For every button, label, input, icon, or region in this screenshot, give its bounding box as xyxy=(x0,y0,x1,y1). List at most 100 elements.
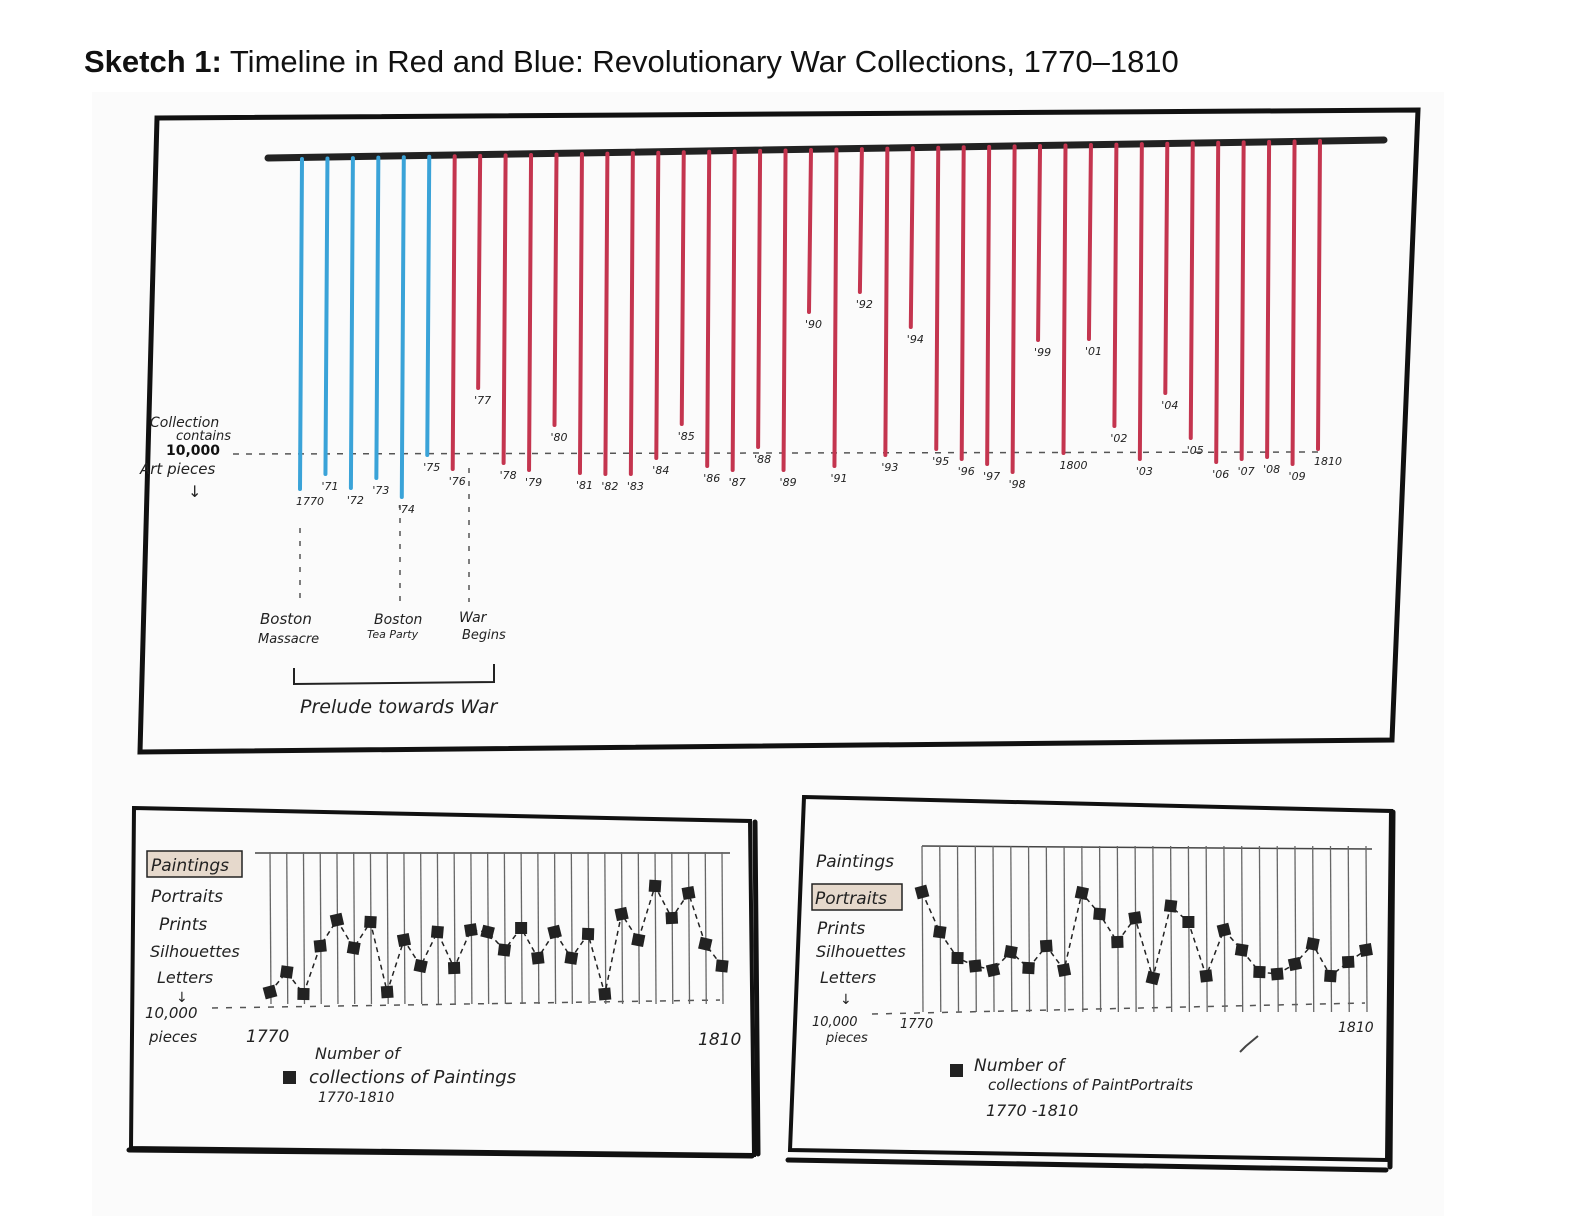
event-tea-party-line-2: Tea Party xyxy=(367,628,419,641)
main-frame xyxy=(137,107,1421,755)
right-marks-mark-5 xyxy=(1003,945,1018,959)
event-boston-massacre-line-2: Massacre xyxy=(258,632,319,647)
left-marks-mark-6 xyxy=(364,915,377,929)
left-grid-line-5 xyxy=(353,851,356,1005)
panel-right-top-line xyxy=(921,845,1373,850)
right-marks-mark-9 xyxy=(1074,885,1089,901)
down-arrow-icon: ↓ xyxy=(188,482,201,501)
year-line-30 xyxy=(1061,143,1068,455)
year-line-22 xyxy=(857,147,864,294)
threshold-line xyxy=(232,451,1319,455)
right-grid-line-25 xyxy=(1365,845,1368,1013)
panel-right-frame xyxy=(785,794,1396,1173)
panel-right-legend-swatch xyxy=(950,1064,963,1077)
year-line-5 xyxy=(425,154,432,457)
year-label-1: '71 xyxy=(321,480,338,493)
right-marks-mark-17 xyxy=(1216,922,1232,938)
left-grid-line-21 xyxy=(620,851,624,1005)
year-label-19: '89 xyxy=(780,476,797,489)
year-line-14 xyxy=(654,150,661,460)
year-line-13 xyxy=(628,151,635,476)
event-boston-massacre-line-1: Boston xyxy=(260,610,312,628)
left-marks-mark-5 xyxy=(346,941,361,955)
right-marks-mark-19 xyxy=(1253,965,1266,979)
right-grid-line-7 xyxy=(1045,845,1048,1013)
left-grid-line-11 xyxy=(453,851,456,1005)
year-line-19 xyxy=(781,148,788,472)
year-label-7: '77 xyxy=(474,394,491,407)
panel-right-grid xyxy=(921,845,1368,1013)
year-line-40 xyxy=(1316,139,1322,451)
year-label-38: '08 xyxy=(1263,463,1280,476)
event-labels: Boston Massacre Boston Tea Party War Beg… xyxy=(258,610,506,647)
year-label-23: '93 xyxy=(881,461,898,474)
right-grid-line-21 xyxy=(1294,845,1297,1013)
year-line-8 xyxy=(501,153,508,465)
page-title-text: Timeline in Red and Blue: Revolutionary … xyxy=(221,44,1179,79)
left-marks-mark-8 xyxy=(396,932,411,948)
panel-left-legend-line-2: collections of Paintings xyxy=(309,1067,516,1088)
year-lines xyxy=(298,139,1322,499)
right-marks-mark-22 xyxy=(1305,936,1320,952)
left-grid-line-8 xyxy=(403,851,406,1005)
panel-right-axis-start: 1770 xyxy=(900,1017,933,1032)
year-line-12 xyxy=(603,151,610,476)
right-marks-mark-21 xyxy=(1287,956,1303,972)
year-label-34: '04 xyxy=(1161,399,1178,412)
left-marks-mark-12 xyxy=(464,923,478,937)
left-marks-mark-4 xyxy=(329,912,345,928)
year-line-21 xyxy=(832,147,839,468)
left-grid-line-2 xyxy=(302,851,306,1005)
year-line-17 xyxy=(730,149,737,472)
year-label-17: '87 xyxy=(729,476,746,489)
left-marks-mark-3 xyxy=(313,939,327,953)
left-grid-line-14 xyxy=(503,851,507,1005)
panel-left-marks xyxy=(262,879,729,1001)
year-line-37 xyxy=(1239,140,1246,461)
panel-left-grid xyxy=(269,851,724,1005)
right-grid-line-2 xyxy=(956,845,960,1013)
right-marks-mark-25 xyxy=(1359,943,1373,957)
right-grid-line-10 xyxy=(1098,845,1102,1013)
left-marks-mark-27 xyxy=(715,959,729,973)
panel-right-axis-end: 1810 xyxy=(1338,1020,1374,1036)
year-label-37: '07 xyxy=(1238,465,1255,478)
year-line-3 xyxy=(374,155,381,480)
left-marks-mark-21 xyxy=(614,906,629,922)
year-line-9 xyxy=(527,152,534,472)
year-label-30: 1800 xyxy=(1060,459,1088,472)
left-grid-line-22 xyxy=(637,851,640,1005)
panel-left-legend-line-1: Number of xyxy=(315,1044,402,1063)
panel-left-categories: Paintings Portraits Prints Silhouettes L… xyxy=(145,856,240,1046)
year-label-32: '02 xyxy=(1110,432,1127,445)
right-grid-line-4 xyxy=(992,845,995,1013)
right-marks-mark-18 xyxy=(1234,943,1249,957)
right-marks-mark-12 xyxy=(1128,911,1142,925)
panel-left-category-letters: Letters xyxy=(157,968,213,987)
panel-right-legend-line-3: 1770 -1810 xyxy=(986,1101,1078,1120)
right-grid-line-6 xyxy=(1027,845,1031,1013)
panel-left-axis-start: 1770 xyxy=(246,1027,289,1047)
left-grid-line-25 xyxy=(687,851,691,1005)
right-marks-mark-15 xyxy=(1182,916,1195,928)
right-marks-mark-14 xyxy=(1163,899,1178,913)
year-line-36 xyxy=(1214,140,1221,464)
year-label-24: '94 xyxy=(907,333,924,346)
year-line-6 xyxy=(450,154,457,471)
panel-right-legend: Number of collections of PaintPortraits … xyxy=(950,1056,1193,1120)
left-grid-line-19 xyxy=(587,851,590,1005)
year-line-33 xyxy=(1137,142,1144,461)
year-line-10 xyxy=(552,152,559,427)
year-line-38 xyxy=(1265,139,1272,459)
right-marks-mark-4 xyxy=(985,962,1001,978)
left-grid-line-4 xyxy=(336,851,339,1005)
year-label-15: '85 xyxy=(678,430,695,443)
right-marks-mark-24 xyxy=(1341,955,1355,969)
year-line-18 xyxy=(756,148,763,449)
panel-right-down-arrow-icon: ↓ xyxy=(840,992,852,1008)
left-marks-mark-16 xyxy=(531,951,545,965)
left-grid-line-27 xyxy=(721,851,724,1005)
panel-left-threshold-unit: pieces xyxy=(148,1028,197,1046)
right-grid-line-9 xyxy=(1081,845,1084,1013)
